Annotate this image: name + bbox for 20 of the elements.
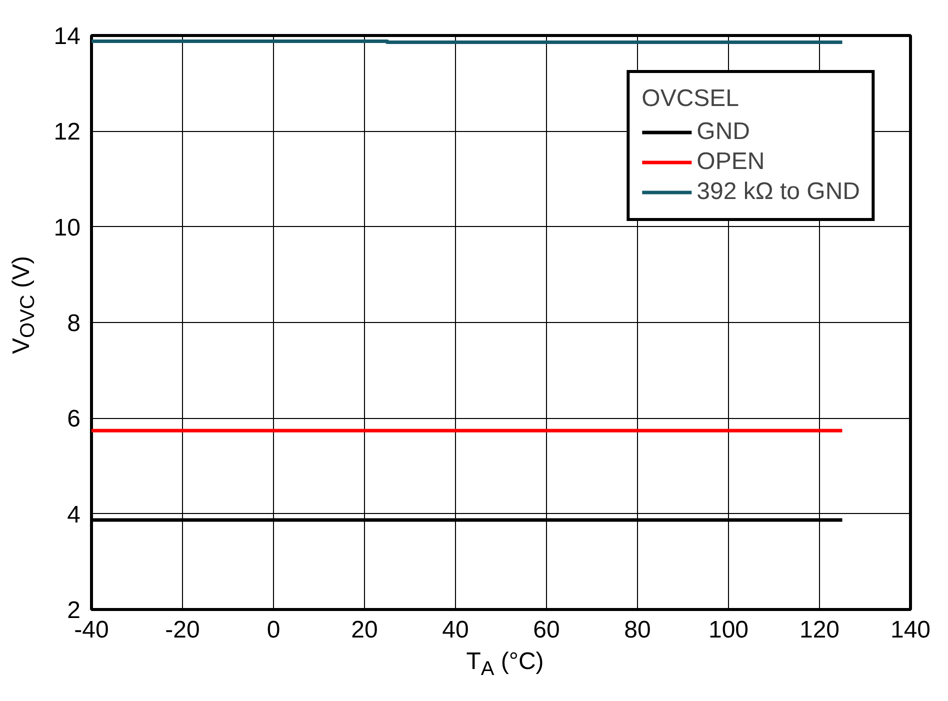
legend-title: OVCSEL — [642, 85, 740, 113]
legend-label: 392 kΩ to GND — [696, 178, 860, 206]
y-tick-label: 6 — [67, 406, 81, 433]
y-tick-label: 12 — [54, 118, 81, 146]
x-tick-label: 140 — [890, 616, 931, 644]
x-tick-label: 100 — [708, 616, 749, 644]
x-axis-title: T$_{A}$ (°C) — [465, 647, 545, 682]
x-tick-label: -20 — [165, 616, 200, 644]
y-tick-label: 10 — [54, 214, 81, 242]
legend-label: GND — [696, 118, 750, 146]
x-tick-label: 20 — [351, 616, 378, 644]
legend-label: OPEN — [696, 148, 765, 176]
y-tick-label: 8 — [67, 310, 81, 337]
x-tick-label: 120 — [799, 616, 840, 644]
x-tick-label: 40 — [442, 616, 469, 644]
y-tick-label: 4 — [67, 501, 81, 528]
x-tick-label: 60 — [533, 616, 560, 644]
y-tick-label: 14 — [54, 23, 81, 50]
x-tick-label: 80 — [624, 616, 651, 644]
x-tick-label: 0 — [266, 616, 280, 644]
